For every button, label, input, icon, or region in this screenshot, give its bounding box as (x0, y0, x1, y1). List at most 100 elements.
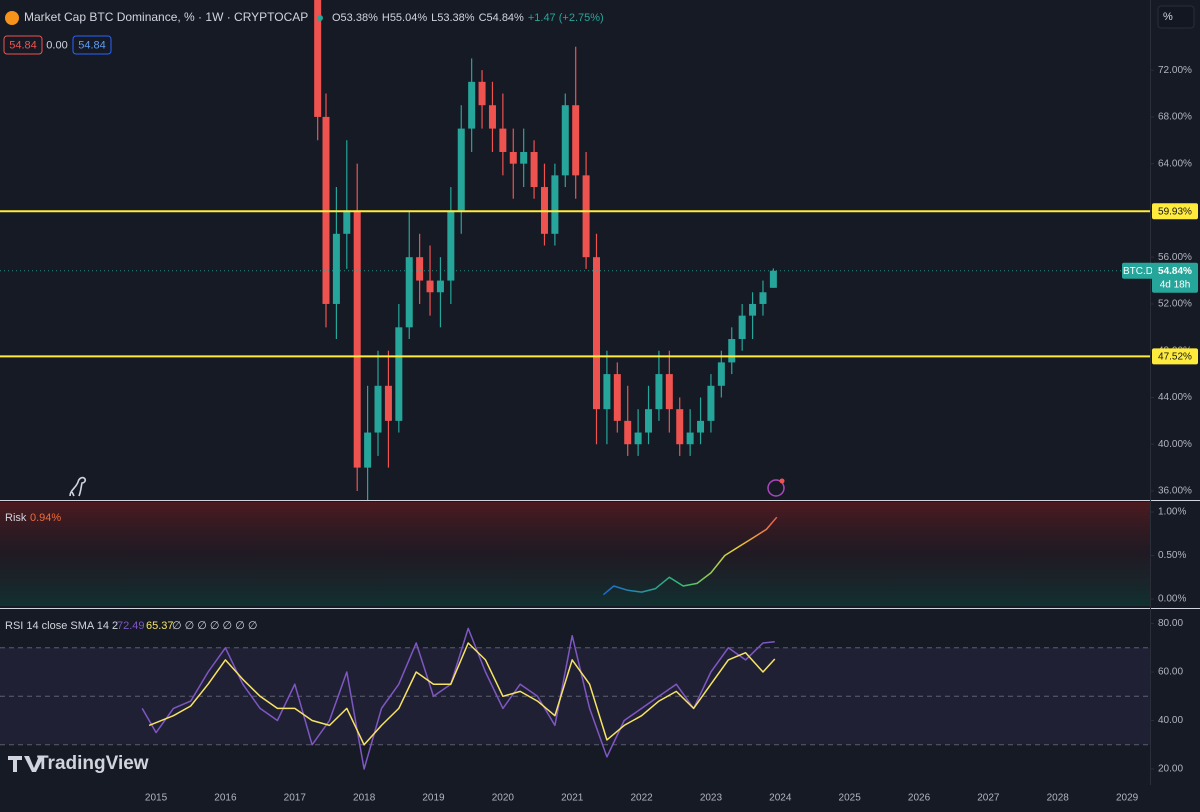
last-price-box (1152, 262, 1198, 293)
candle-body (738, 315, 746, 340)
x-tick-label: 2025 (839, 793, 862, 804)
candle-body (405, 257, 413, 328)
x-tick-label: 2020 (492, 793, 515, 804)
y-tick-label: 72.00% (1158, 65, 1192, 76)
candle-body (572, 105, 580, 176)
x-tick-label: 2028 (1047, 793, 1070, 804)
candle-body (416, 257, 424, 281)
candle-body (520, 151, 528, 164)
candle-body (603, 374, 611, 410)
chart-title: Market Cap BTC Dominance, % · 1W · CRYPT… (24, 10, 308, 24)
candle-body (374, 385, 382, 433)
sell-box[interactable] (3, 35, 43, 55)
rsi-sma-value: 65.37 (146, 620, 174, 632)
series-line (148, 642, 776, 746)
x-tick-label: 2021 (561, 793, 584, 804)
scale-unit-box[interactable] (1157, 5, 1195, 29)
candle-body (343, 210, 351, 234)
y-tick-label: 56.00% (1158, 252, 1192, 263)
x-tick-label: 2029 (1116, 793, 1139, 804)
y-tick-label: 52.00% (1158, 299, 1192, 310)
y-tick-label: 1.00% (1158, 507, 1186, 518)
candle-body (364, 432, 372, 468)
candle-body (426, 280, 434, 293)
ohlc-value: O53.38% (332, 12, 378, 24)
x-tick-label: 2027 (977, 793, 1000, 804)
series-line (141, 627, 775, 770)
series-line (602, 516, 778, 596)
risk-pane (602, 516, 778, 596)
replay-icon[interactable] (69, 476, 87, 497)
y-tick-label: 0.00% (1158, 594, 1186, 605)
ohlc-value: L53.38% (431, 12, 475, 24)
bar-countdown: 4d 18h (1160, 279, 1191, 290)
ohlc-legend: O53.38% H55.04% L53.38% C54.84% +1.47 (+2.75… (332, 12, 604, 24)
horizontal-line-label-box (1152, 348, 1198, 365)
horizontal-line-label: 59.93% (1158, 206, 1192, 217)
y-tick-label: 36.00% (1158, 486, 1192, 497)
candle-body (332, 233, 340, 304)
candle-body (676, 409, 684, 445)
candle-body (749, 303, 757, 316)
candle-body (468, 81, 476, 129)
candle-body (551, 175, 559, 234)
x-tick-label: 2019 (422, 793, 445, 804)
candle-body (686, 432, 694, 445)
candle-body (384, 385, 392, 421)
candle-body (353, 210, 361, 468)
candle-body (759, 292, 767, 304)
rsi-extra-values: ∅ ∅ ∅ ∅ ∅ ∅ ∅ (172, 620, 257, 632)
candle-body (530, 151, 538, 188)
x-tick-label: 2024 (769, 793, 792, 804)
horizontal-line-label-box (1152, 203, 1198, 220)
spread: 0.00 (46, 39, 67, 51)
candle-body (717, 362, 725, 386)
coin-icon (5, 11, 19, 25)
candle-body (707, 385, 715, 421)
x-tick-label: 2023 (700, 793, 723, 804)
candle-body (593, 257, 601, 410)
candle-body (769, 270, 777, 288)
candle-body (645, 409, 653, 433)
symbol-label: BTC.D (1123, 266, 1153, 277)
risk-background (0, 502, 1150, 606)
sell-price: 54.84 (9, 39, 37, 51)
scale-unit: % (1163, 11, 1173, 23)
alert-icon[interactable] (767, 479, 785, 497)
candle-body (634, 432, 642, 445)
main-pane (0, 0, 1150, 500)
rsi-title: RSI 14 close SMA 14 2 (5, 620, 118, 632)
ohlc-value: H55.04% (382, 12, 427, 24)
candle-body (665, 374, 673, 410)
x-tick-label: 2015 (145, 793, 168, 804)
y-tick-label: 64.00% (1158, 158, 1192, 169)
buy-box[interactable] (72, 35, 112, 55)
ohlc-value: C54.84% (479, 12, 524, 24)
symbol-label-box (1122, 262, 1154, 279)
status-dot (317, 15, 323, 21)
candle-body (457, 128, 465, 211)
buy-price: 54.84 (78, 39, 106, 51)
x-tick-label: 2016 (214, 793, 237, 804)
candle-body (728, 339, 736, 363)
candle-body (509, 151, 517, 164)
candle-body (314, 0, 322, 117)
y-tick-label: 60.00 (1158, 667, 1183, 678)
y-tick-label: 40.00 (1158, 715, 1183, 726)
candle-body (478, 81, 486, 106)
brand-name: TradingView (37, 753, 149, 774)
x-tick-label: 2017 (284, 793, 307, 804)
y-tick-label: 0.50% (1158, 550, 1186, 561)
x-tick-label: 2022 (630, 793, 653, 804)
y-tick-label: 44.00% (1158, 392, 1192, 403)
candle-body (499, 128, 507, 152)
candle-body (436, 280, 444, 293)
y-tick-label: 20.00 (1158, 764, 1183, 775)
risk-title: Risk (5, 512, 27, 524)
rsi-pane (0, 627, 1150, 770)
candle-body (624, 420, 632, 445)
rsi-value: 72.49 (117, 620, 145, 632)
axes: 36.00%40.00%44.00%48.00%52.00%56.00%60.0… (145, 65, 1198, 804)
candle-body (395, 327, 403, 421)
